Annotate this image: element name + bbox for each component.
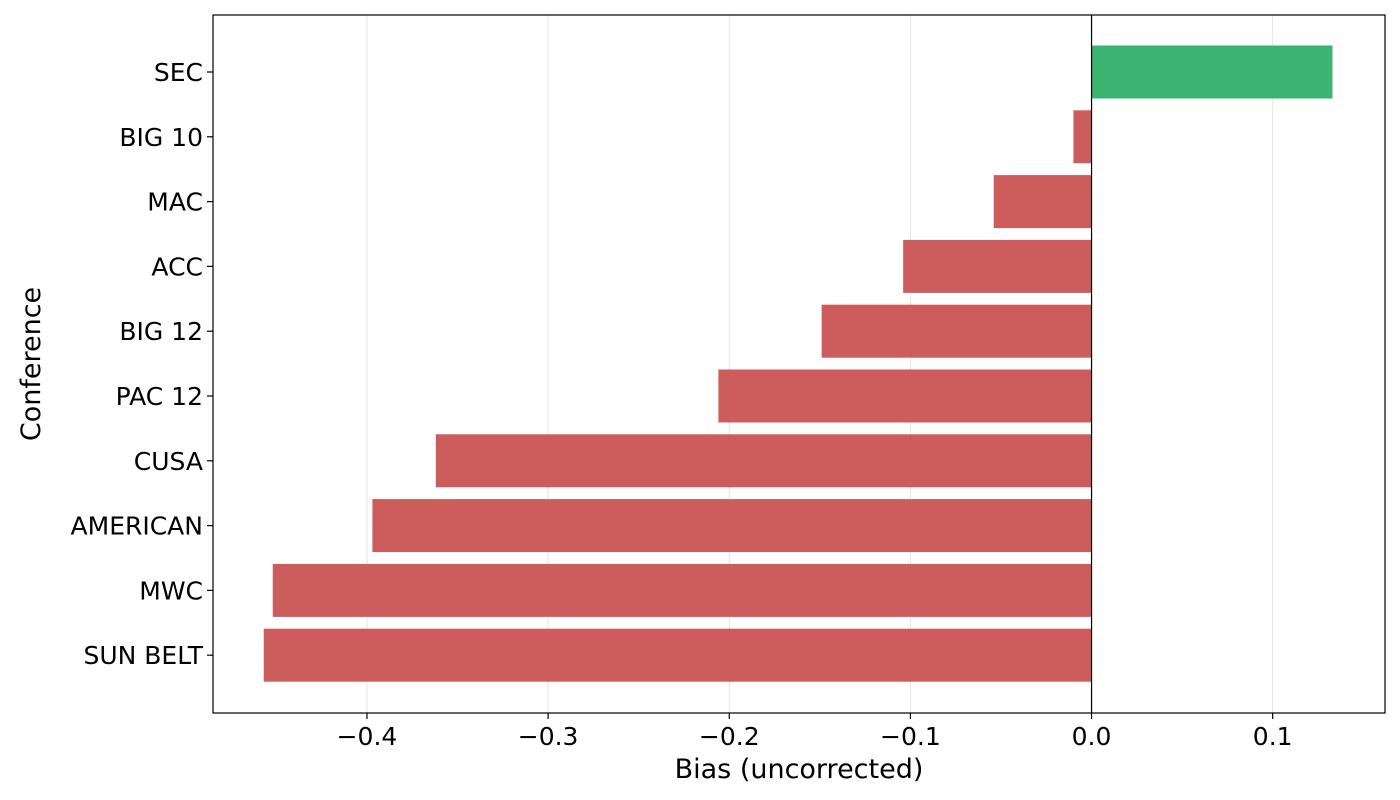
bar-mac: [993, 175, 1092, 229]
bar-pac-12: [718, 369, 1092, 423]
y-tick-label: BIG 10: [119, 123, 203, 152]
y-tick-label: MWC: [139, 576, 203, 605]
x-tick-label: −0.3: [518, 722, 579, 751]
y-tick-label: SEC: [154, 58, 203, 87]
y-tick-label: ACC: [151, 252, 203, 281]
x-tick-label: −0.2: [699, 722, 760, 751]
bar-mwc: [272, 563, 1092, 617]
y-axis-ticks: SEC BIG 10 MAC ACC BIG 12 PAC 12 CUSA AMERICAN M…: [71, 58, 213, 670]
bar-sec: [1091, 45, 1333, 99]
y-tick-label: AMERICAN: [71, 512, 203, 541]
x-axis-ticks: −0.4 −0.3 −0.2 −0.1 0.0 0.1: [337, 713, 1293, 751]
x-tick-label: 0.0: [1072, 722, 1112, 751]
x-axis-title: Bias (uncorrected): [675, 754, 924, 785]
y-tick-label: MAC: [147, 188, 203, 217]
bar-big-10: [1073, 110, 1092, 164]
x-tick-label: −0.1: [880, 722, 941, 751]
bar-american: [372, 499, 1092, 553]
bar-big-12: [821, 304, 1092, 358]
x-tick-label: −0.4: [337, 722, 398, 751]
bar-layer: [263, 45, 1333, 682]
plot-frame: [212, 14, 1386, 714]
y-tick-label: CUSA: [134, 447, 203, 476]
bar-sun-belt: [263, 628, 1092, 682]
y-tick-label: PAC 12: [116, 382, 203, 411]
bar-cusa: [435, 434, 1092, 488]
y-tick-label: BIG 12: [119, 317, 203, 346]
x-tick-label: 0.1: [1253, 722, 1293, 751]
y-axis-title: Conference: [16, 287, 47, 441]
y-tick-label: SUN BELT: [83, 641, 203, 670]
bar-acc: [903, 239, 1092, 293]
